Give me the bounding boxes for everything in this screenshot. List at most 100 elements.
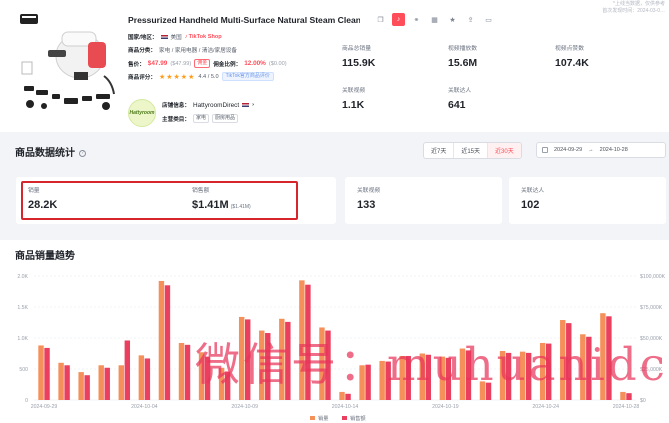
date-end[interactable]: 2024-10-28 xyxy=(599,147,628,153)
stat-label: 关联达人 xyxy=(521,188,545,194)
metric-label: 视频播放数 xyxy=(448,46,477,52)
bar-revenue xyxy=(245,319,251,400)
bar-revenue xyxy=(265,333,271,400)
rating-label: 商品评分： xyxy=(128,74,156,81)
bar-revenue xyxy=(425,354,432,400)
metric-value: 107.4K xyxy=(555,57,589,69)
bar-sales xyxy=(279,318,285,400)
metric-value: 1.1K xyxy=(342,99,365,111)
sales-trend-chart: 0 500 1.0K 1.5K 2.0K $0 $25,000K $50,000K $75,00… xyxy=(17,274,666,422)
stats-title: 商品数据统计? xyxy=(15,144,86,159)
date-range-picker[interactable]: 2024-09-29 → 2024-10-28 xyxy=(536,142,666,158)
bar-revenue xyxy=(546,343,552,400)
date-separator: → xyxy=(588,147,594,153)
x-tick-label: 2024-10-04 xyxy=(131,404,158,410)
y-tick-label-right: $100,000K xyxy=(640,274,666,280)
x-tick-label: 2024-10-09 xyxy=(231,404,258,410)
bar-revenue xyxy=(44,347,50,400)
commission-amount: ($0.00) xyxy=(268,60,287,67)
metric-label: 关联视频 xyxy=(342,88,366,94)
bar-revenue xyxy=(124,340,131,400)
bar-sales xyxy=(379,360,385,400)
bar-sales xyxy=(419,353,425,400)
bar-sales xyxy=(620,391,626,400)
bar-sales xyxy=(539,342,546,400)
category-value[interactable]: 家电 / 家用电器 / 清洁/家居设备 xyxy=(158,48,237,54)
chevron-right-icon[interactable]: › xyxy=(252,102,255,108)
export-icon[interactable]: ⇪ xyxy=(467,16,474,24)
qr-icon[interactable]: ▦ xyxy=(431,16,438,24)
stat-value: 28.2K xyxy=(28,199,58,211)
copy-icon[interactable]: ❐ xyxy=(377,16,384,24)
y-tick-label-left: 0 xyxy=(25,398,28,404)
rating-source-badge[interactable]: TikTok官方商品评价 xyxy=(221,72,274,81)
stat-value-revenue: $1.41M ($1.41M) xyxy=(192,199,251,211)
bar-revenue xyxy=(204,356,211,400)
bar-revenue xyxy=(345,393,351,400)
product-title[interactable]: Pressurized Handheld Multi-Surface Natur… xyxy=(128,15,360,25)
y-tick-label-right: $75,000K xyxy=(640,305,663,311)
tab-30-days[interactable]: 近30天 xyxy=(488,143,521,158)
stat-card-related-creators: 关联达人 102 xyxy=(509,177,666,224)
bar-revenue xyxy=(445,357,452,400)
stat-card-sales-revenue: 销量 28.2K 销售额 $1.41M ($1.41M) xyxy=(16,177,336,224)
main-category-row: 主营类目： 家电 厨房用品 xyxy=(162,114,239,123)
price-value: $47.99 xyxy=(147,60,168,67)
metric-label: 商品总销量 xyxy=(342,46,371,52)
bar-revenue xyxy=(325,330,331,400)
bar-sales xyxy=(238,316,245,400)
link-icon[interactable]: ⚭ xyxy=(413,16,420,24)
bar-revenue xyxy=(405,355,411,400)
metric-related-videos: 关联视频 1.1K xyxy=(342,85,365,111)
product-actions: ❐ ♪ ⚭ ▦ ★ ⇪ ▭ xyxy=(374,13,495,26)
us-flag-icon xyxy=(160,35,168,39)
metric-value: 115.9K xyxy=(342,57,376,69)
bar-sales xyxy=(58,362,64,400)
stat-card-related-videos: 关联视频 133 xyxy=(345,177,502,224)
store-row: 店铺信息： HattyroomDirect › xyxy=(162,101,255,110)
bar-revenue xyxy=(525,352,532,400)
info-icon[interactable]: ? xyxy=(79,149,86,157)
x-tick-label: 2024-10-24 xyxy=(532,404,559,410)
price-original: ($47.99) xyxy=(170,60,192,67)
date-start[interactable]: 2024-09-29 xyxy=(554,147,583,153)
bar-sales xyxy=(218,367,225,400)
main-category-label: 主营类目： xyxy=(162,116,190,123)
stat-label: 销量 xyxy=(28,188,40,194)
bar-sales xyxy=(319,327,325,400)
tab-7-days[interactable]: 近7天 xyxy=(424,143,455,158)
metric-total-sales: 商品总销量 115.9K xyxy=(342,43,375,69)
legend-swatch-sales xyxy=(310,416,315,420)
store-name[interactable]: HattyroomDirect xyxy=(192,101,240,109)
star-icon[interactable]: ★ xyxy=(449,16,456,24)
stat-label: 关联视频 xyxy=(357,188,381,194)
bar-revenue xyxy=(485,382,492,400)
rating-stars: ★★★★★ xyxy=(158,73,196,81)
legend-label-sales: 销量 xyxy=(318,414,328,422)
steam-cleaner-image xyxy=(18,12,120,114)
product-image[interactable] xyxy=(18,12,120,114)
store-logo[interactable]: Hattyroom xyxy=(128,99,156,127)
store-label: 店铺信息： xyxy=(162,103,190,109)
bar-sales xyxy=(560,320,566,400)
message-icon[interactable]: ▭ xyxy=(485,16,492,24)
bar-revenue xyxy=(606,316,612,400)
bar-revenue xyxy=(566,323,572,400)
commission-label: 佣金比例： xyxy=(213,61,242,68)
tab-15-days[interactable]: 近15天 xyxy=(454,143,489,158)
bar-revenue xyxy=(184,344,191,400)
tiktok-icon[interactable]: ♪ xyxy=(392,13,405,26)
bar-sales xyxy=(158,280,165,400)
stat-value: 133 xyxy=(357,199,376,211)
range-selector: 近7天 近15天 近30天 xyxy=(423,142,522,159)
country-value: 美国 xyxy=(170,35,182,41)
bar-revenue xyxy=(84,375,90,400)
product-card: Pressurized Handheld Multi-Surface Natur… xyxy=(0,0,669,132)
bar-revenue xyxy=(144,358,151,400)
bar-sales xyxy=(519,351,526,400)
first-seen-date: 首次发现时间：2024-03-0… xyxy=(602,8,665,14)
metric-related-creators: 关联达人 641 xyxy=(448,85,471,111)
main-category-tag: 家电 xyxy=(192,114,209,123)
bar-revenue xyxy=(224,371,231,400)
bar-revenue xyxy=(104,367,110,400)
